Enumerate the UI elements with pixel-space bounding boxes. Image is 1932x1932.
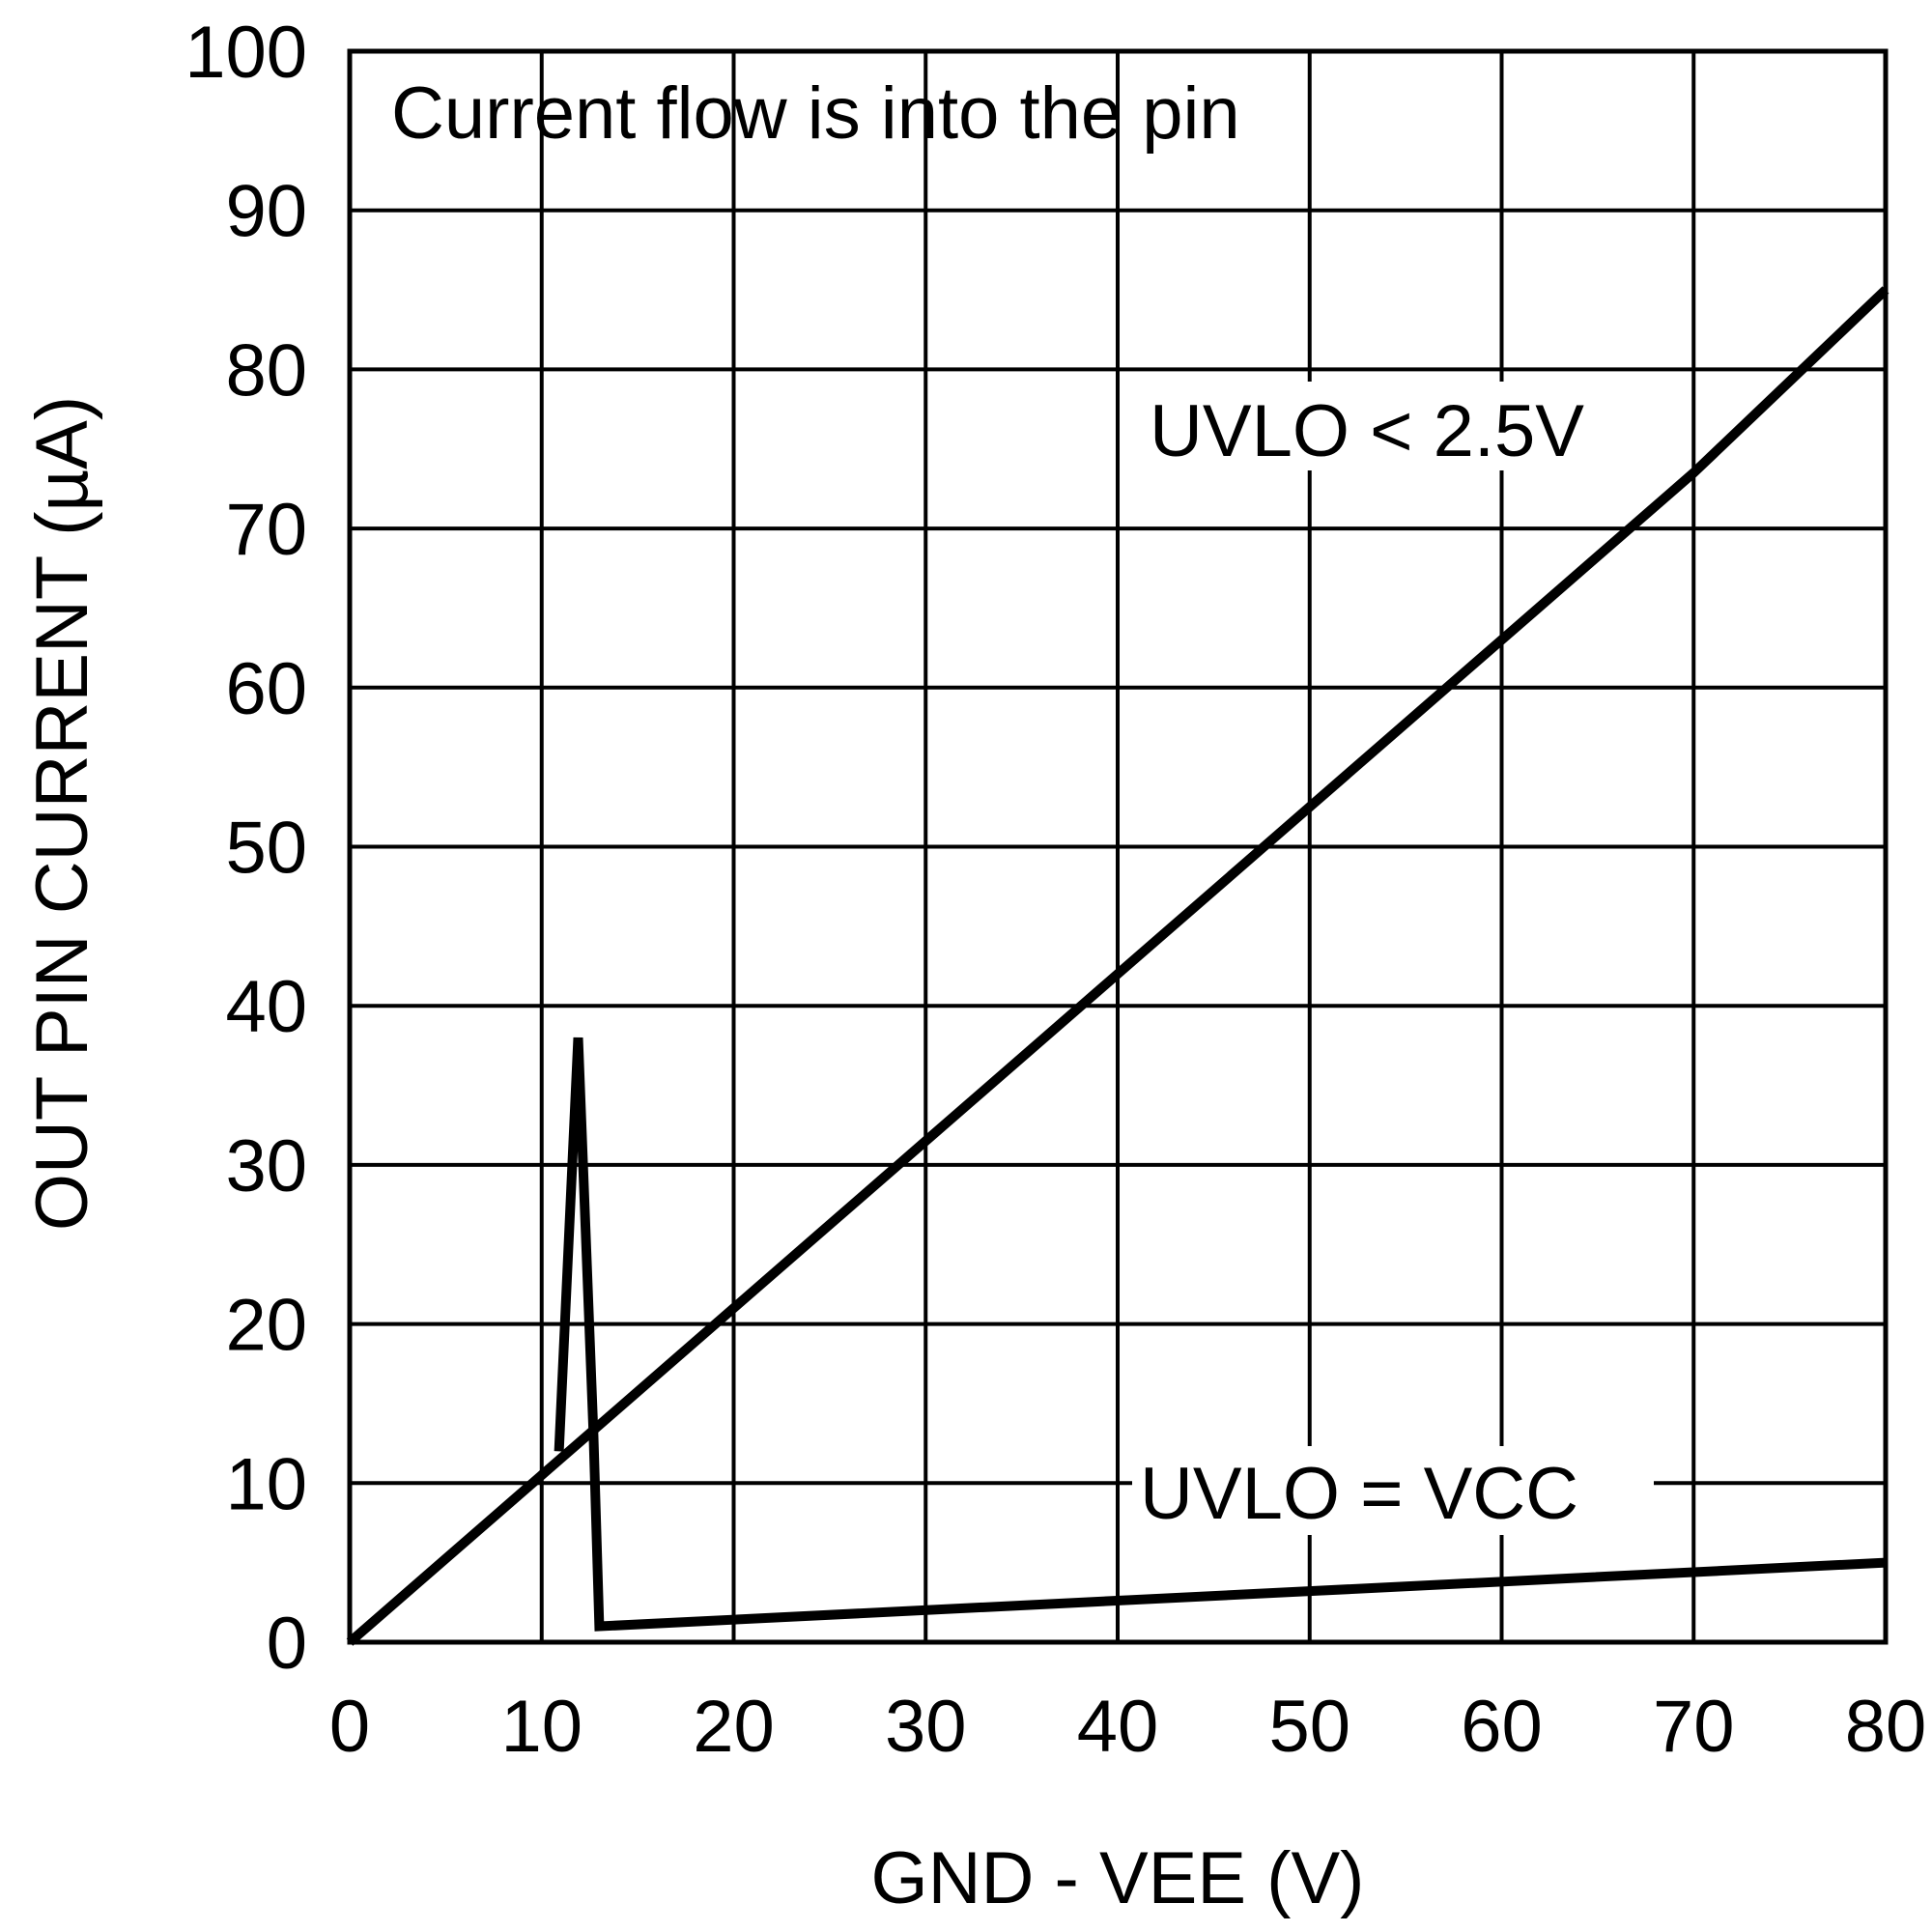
y-tick-label: 30 <box>225 1125 307 1208</box>
x-tick-label: 50 <box>1268 1686 1350 1768</box>
y-tick-label: 20 <box>225 1285 307 1367</box>
x-tick-label: 10 <box>500 1686 582 1768</box>
x-tick-label: 0 <box>329 1686 370 1768</box>
annotations: Current flow is into the pin UVLO < 2.5V… <box>391 72 1666 1535</box>
series-line-1 <box>346 286 1889 1646</box>
y-tick-label: 10 <box>225 1443 307 1525</box>
annotation-uvlo-eq-vcc: UVLO = VCC <box>1140 1453 1578 1535</box>
annotation-current-flow: Current flow is into the pin <box>391 72 1240 155</box>
plot-frame <box>347 48 1889 1645</box>
y-axis-title: OUT PIN CURRENT (µA) <box>21 396 103 1231</box>
x-tick-label: 20 <box>693 1686 775 1768</box>
x-tick-labels: 0 10 20 30 40 50 60 70 80 <box>329 1686 1926 1768</box>
y-tick-label: 90 <box>225 171 307 253</box>
x-tick-label: 60 <box>1461 1686 1543 1768</box>
annotation-uvlo-vcc-background <box>1132 1446 1654 1535</box>
y-tick-label: 50 <box>225 808 307 890</box>
y-tick-label: 40 <box>225 966 307 1048</box>
y-tick-label: 100 <box>185 12 307 94</box>
x-axis-title: GND - VEE (V) <box>871 1837 1365 1919</box>
y-tick-labels: 0 10 20 30 40 50 60 70 80 90 100 <box>185 12 307 1685</box>
annotation-uvlo-lt-2-5v: UVLO < 2.5V <box>1150 390 1584 472</box>
grid <box>350 51 1886 1642</box>
x-tick-label: 80 <box>1845 1686 1927 1768</box>
y-tick-label: 0 <box>267 1603 307 1685</box>
x-tick-label: 30 <box>885 1686 967 1768</box>
y-tick-label: 80 <box>225 329 307 412</box>
annotation-uvlo-25-background <box>1140 382 1666 470</box>
series-layer <box>346 286 1889 1646</box>
y-tick-label: 60 <box>225 648 307 730</box>
x-tick-label: 40 <box>1077 1686 1159 1768</box>
series-line-2 <box>554 1037 1887 1632</box>
y-tick-label: 70 <box>225 489 307 571</box>
x-tick-label: 70 <box>1653 1686 1735 1768</box>
